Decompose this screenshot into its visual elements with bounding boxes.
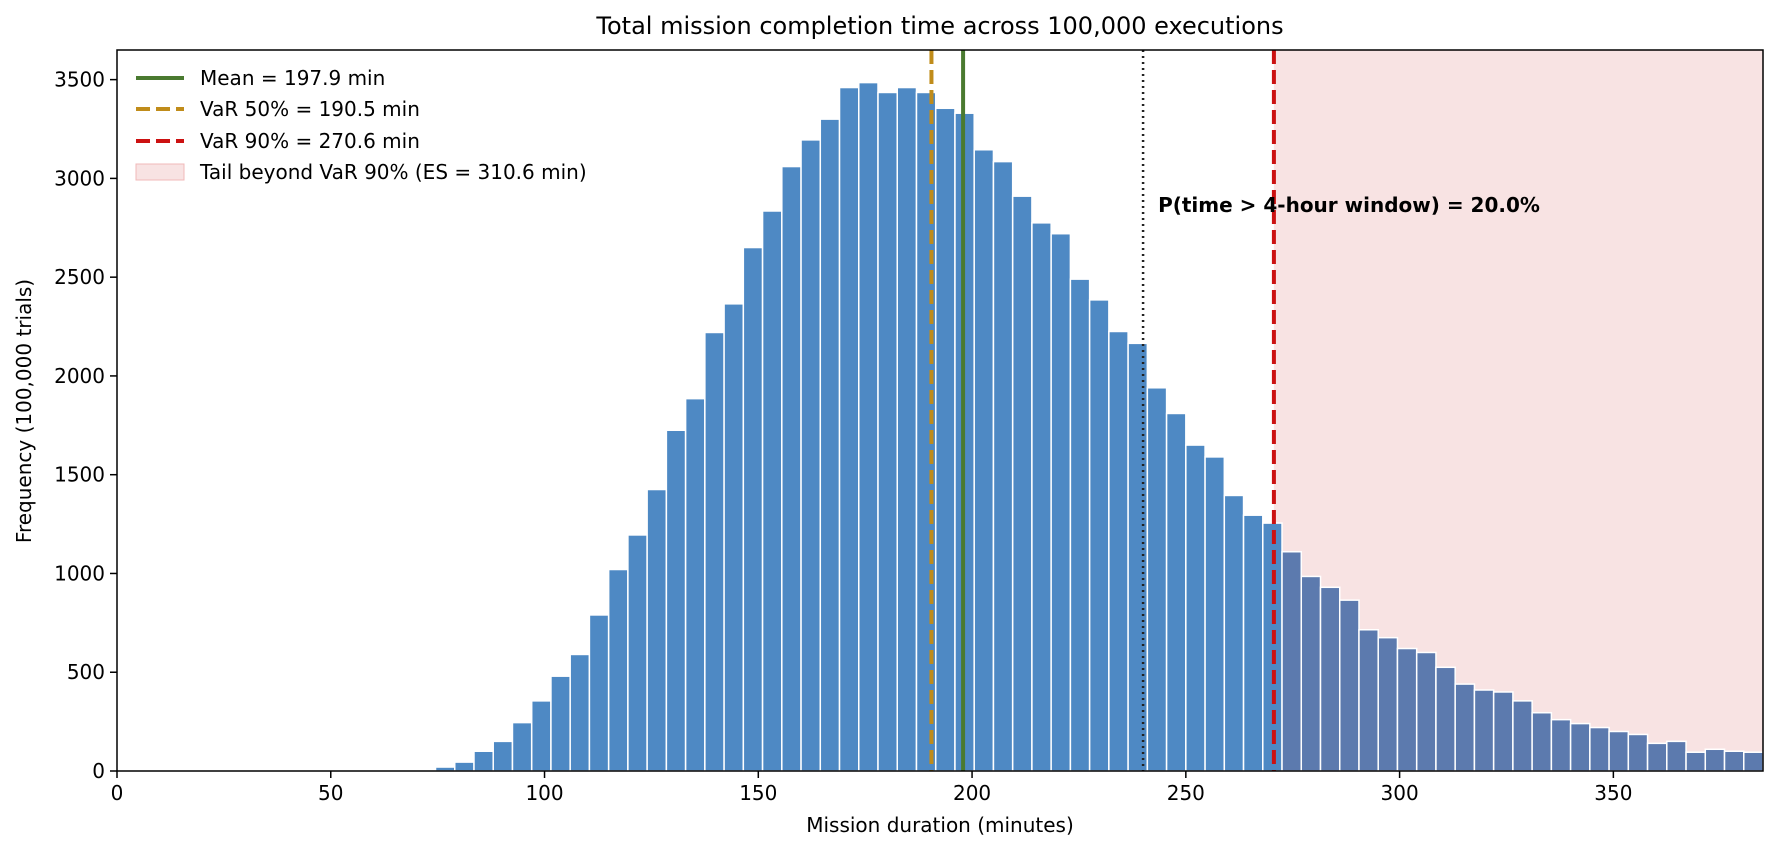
x-axis-label: Mission duration (minutes) bbox=[806, 813, 1074, 837]
histogram-bar bbox=[511, 721, 533, 772]
histogram-bar bbox=[992, 160, 1014, 772]
histogram-bar bbox=[819, 118, 841, 772]
histogram-bar bbox=[1666, 740, 1687, 772]
x-tick-label: 300 bbox=[1381, 781, 1419, 805]
chart-title: Total mission completion time across 100… bbox=[595, 12, 1283, 40]
legend: Mean = 197.9 min VaR 50% = 190.5 min VaR 9… bbox=[135, 66, 587, 184]
histogram-bar bbox=[1550, 718, 1572, 772]
histogram-bar bbox=[1396, 647, 1418, 772]
x-tick-label: 0 bbox=[111, 781, 124, 805]
histogram-bar bbox=[665, 429, 687, 772]
y-tick-label: 0 bbox=[92, 759, 105, 783]
reference-lines bbox=[929, 50, 1276, 771]
histogram-bar bbox=[1011, 195, 1033, 772]
histogram-bar bbox=[838, 86, 860, 772]
plot-frame bbox=[116, 49, 1764, 772]
histogram-bar bbox=[742, 246, 764, 772]
histogram-bar bbox=[934, 107, 956, 772]
histogram-bar bbox=[1242, 514, 1264, 772]
legend-label-var90: VaR 90% = 270.6 min bbox=[200, 129, 420, 153]
x-tick-label: 150 bbox=[739, 781, 777, 805]
histogram-bar bbox=[761, 210, 783, 772]
histogram-bar bbox=[1704, 748, 1726, 772]
histogram-bar bbox=[1454, 683, 1476, 772]
legend-label-mean: Mean = 197.9 min bbox=[200, 66, 385, 90]
x-tick-label: 200 bbox=[953, 781, 991, 805]
histogram-bar bbox=[1531, 711, 1553, 772]
histogram-bar bbox=[781, 165, 802, 772]
histogram-bar bbox=[1492, 691, 1514, 772]
histogram-bar bbox=[1146, 387, 1168, 772]
histogram-bar bbox=[704, 331, 725, 772]
histogram-bar bbox=[530, 700, 552, 772]
histogram-bar bbox=[1685, 751, 1707, 772]
histogram-bar bbox=[1069, 278, 1091, 772]
histogram-bar bbox=[1185, 444, 1206, 772]
histogram-bar bbox=[1608, 730, 1630, 772]
histogram-bar bbox=[1512, 700, 1533, 772]
histogram-bar bbox=[1415, 651, 1437, 772]
histogram-bar bbox=[1108, 330, 1129, 772]
legend-label-tail: Tail beyond VaR 90% (ES = 310.6 min) bbox=[199, 160, 587, 184]
histogram-bars bbox=[434, 81, 1764, 772]
histogram-bar bbox=[1435, 666, 1456, 772]
y-tick-label: 1000 bbox=[54, 561, 105, 585]
histogram-bar bbox=[1338, 599, 1360, 772]
histogram-bar bbox=[973, 149, 995, 772]
histogram-bar bbox=[1300, 575, 1322, 772]
histogram-bar bbox=[877, 91, 898, 772]
histogram-bar bbox=[1127, 342, 1149, 772]
histogram-bar bbox=[1204, 456, 1226, 772]
histogram-bar bbox=[1743, 751, 1764, 772]
histogram-bar bbox=[1281, 550, 1303, 772]
x-tick-label: 250 bbox=[1167, 781, 1205, 805]
y-tick-label: 500 bbox=[67, 660, 105, 684]
histogram-bar bbox=[1050, 232, 1072, 772]
histogram-bar bbox=[800, 139, 822, 772]
y-tick-label: 1500 bbox=[54, 463, 105, 487]
y-axis-label: Frequency (100,000 trials) bbox=[12, 279, 36, 543]
histogram-bar bbox=[1627, 733, 1649, 772]
histogram-bar bbox=[1723, 750, 1745, 772]
y-tick-label: 2500 bbox=[54, 265, 105, 289]
histogram-bar bbox=[454, 761, 475, 772]
legend-swatch-tail bbox=[135, 163, 185, 181]
histogram-bar bbox=[1646, 742, 1668, 772]
histogram-bar bbox=[684, 397, 706, 772]
histogram-bar bbox=[1358, 629, 1379, 772]
histogram-bar bbox=[1223, 494, 1245, 772]
axes: 0 50 100 150 200 250 300 3500500100015002000250… bbox=[54, 49, 1764, 805]
legend-label-var50: VaR 50% = 190.5 min bbox=[200, 97, 420, 121]
histogram-bar bbox=[569, 653, 591, 772]
histogram-bar bbox=[1319, 586, 1341, 772]
y-tick-label: 2000 bbox=[54, 364, 105, 388]
histogram-bar bbox=[1165, 412, 1187, 772]
histogram-bar bbox=[723, 303, 745, 772]
y-tick-label: 3000 bbox=[54, 166, 105, 190]
x-tick-label: 100 bbox=[525, 781, 563, 805]
histogram-bar bbox=[858, 81, 879, 772]
histogram-bar bbox=[492, 740, 514, 772]
histogram-bar bbox=[1377, 636, 1399, 772]
histogram-bar bbox=[550, 675, 571, 772]
histogram-bar bbox=[1589, 726, 1610, 772]
y-tick-label: 3500 bbox=[54, 68, 105, 92]
histogram-bar bbox=[1031, 222, 1052, 772]
probability-annotation: P(time > 4-hour window) = 20.0% bbox=[1158, 193, 1540, 217]
x-tick-label: 350 bbox=[1594, 781, 1632, 805]
histogram-bar bbox=[1569, 722, 1591, 772]
histogram-bar bbox=[1473, 689, 1495, 772]
histogram-bar bbox=[473, 750, 494, 772]
histogram-bar bbox=[896, 86, 918, 772]
histogram-bar bbox=[607, 568, 629, 772]
x-tick-label: 50 bbox=[318, 781, 343, 805]
histogram-bar bbox=[646, 488, 668, 772]
histogram-bar bbox=[1088, 299, 1110, 772]
histogram-bar bbox=[627, 534, 648, 772]
histogram-bar bbox=[588, 614, 610, 772]
